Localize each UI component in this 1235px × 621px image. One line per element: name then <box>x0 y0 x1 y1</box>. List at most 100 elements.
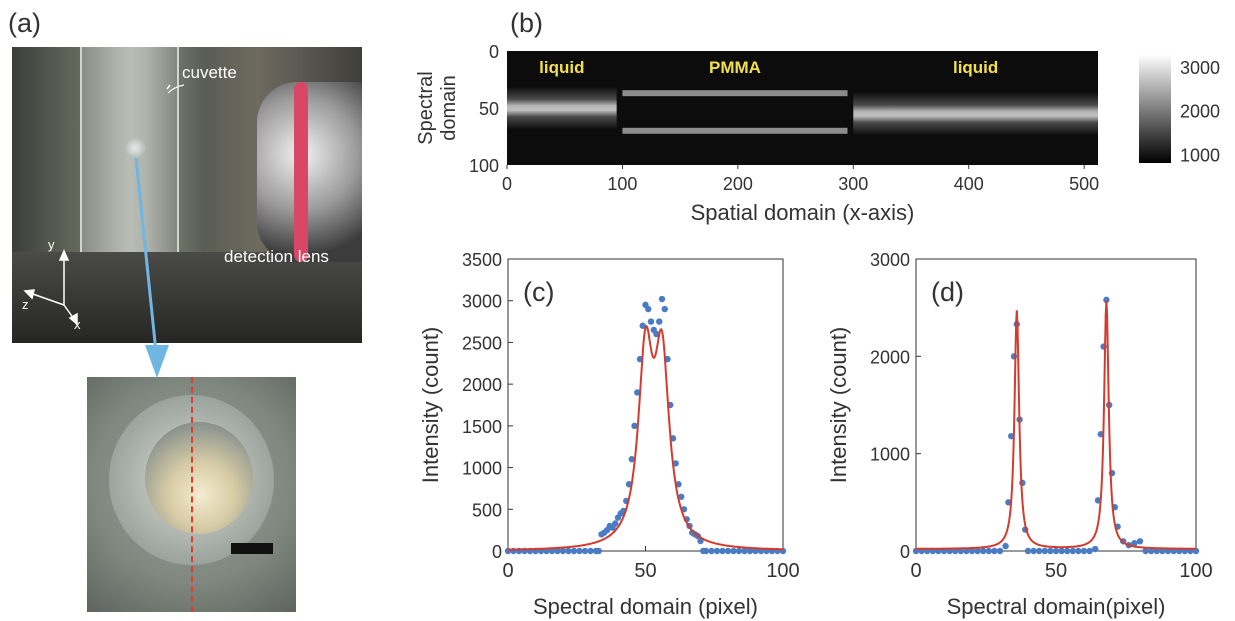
panel-label: (c) <box>523 277 554 307</box>
x-tick-label: 0 <box>502 560 513 582</box>
data-point <box>1131 540 1138 547</box>
data-point <box>1148 547 1155 555</box>
x-tick-label: 200 <box>723 174 753 194</box>
data-point <box>570 547 578 555</box>
y-tick-label: 0 <box>492 542 502 562</box>
heatmap-band <box>622 127 848 134</box>
data-point <box>1052 547 1060 555</box>
x-tick-label: 100 <box>1179 560 1212 582</box>
y-tick-label: 100 <box>469 156 499 176</box>
y-tick-label: 0 <box>489 42 499 62</box>
data-point <box>1002 542 1009 550</box>
sample-well <box>145 422 253 534</box>
data-point <box>996 547 1004 555</box>
region-label: liquid <box>539 58 584 77</box>
data-point <box>1142 547 1149 555</box>
x-tick-label: 400 <box>954 174 984 194</box>
data-point <box>1047 547 1054 555</box>
axis-z-label: z <box>22 297 29 312</box>
scale-bar <box>231 543 273 554</box>
detection-lens-annotation: detection lens <box>224 247 329 266</box>
y-tick-label: 2000 <box>462 375 502 395</box>
data-point <box>746 547 754 555</box>
data-point <box>1058 547 1065 555</box>
data-point <box>963 547 970 555</box>
data-point <box>1036 547 1043 555</box>
y-tick-label: 1000 <box>462 459 502 479</box>
y-tick-label: 500 <box>472 500 502 520</box>
x-tick-label: 300 <box>838 174 868 194</box>
y-axis-label-line2: domain <box>438 75 460 141</box>
data-point <box>565 547 572 555</box>
y-tick-label: 3500 <box>462 250 502 270</box>
data-point <box>985 547 992 555</box>
y-tick-label: 3000 <box>462 292 502 312</box>
colorbar-tick-label: 3000 <box>1180 58 1220 78</box>
fit-curve <box>916 300 1197 550</box>
data-point <box>719 547 726 555</box>
data-point <box>639 322 646 329</box>
x-axis-label: Spectral domain(pixel) <box>947 594 1166 619</box>
data-point <box>631 422 638 430</box>
data-point <box>741 547 748 555</box>
x-tick-label: 0 <box>910 560 921 582</box>
y-axis-label: Intensity (count) <box>418 327 443 484</box>
x-tick-label: 0 <box>502 174 512 194</box>
heatmap-band <box>853 91 1098 136</box>
data-point <box>1075 547 1082 555</box>
data-point <box>1103 296 1110 304</box>
y-tick-label: 2500 <box>462 333 502 353</box>
coordinate-axes: y z x <box>22 84 185 332</box>
data-point <box>724 547 732 555</box>
y-tick-label: 1000 <box>870 445 910 465</box>
red-ring <box>294 82 308 262</box>
data-point <box>628 456 635 463</box>
region-label: PMMA <box>709 58 761 77</box>
fit-curve <box>508 324 783 551</box>
data-point <box>554 547 561 555</box>
setup-photo: cuvette detection lens y z x <box>12 47 362 343</box>
y-tick-label: 0 <box>900 542 910 562</box>
data-point <box>1041 547 1049 555</box>
panel-b-label: (b) <box>510 8 543 38</box>
data-point <box>634 389 641 396</box>
heatmap-band <box>507 86 617 130</box>
holder-base <box>12 252 362 343</box>
panel-a-label: (a) <box>8 8 41 38</box>
data-point <box>587 547 594 555</box>
data-point <box>658 295 666 303</box>
y-tick-label: 50 <box>479 99 499 119</box>
sample-disk <box>124 137 146 159</box>
data-point <box>730 547 737 555</box>
data-point <box>708 547 715 555</box>
data-point <box>1024 547 1032 555</box>
axis-x-label: x <box>74 317 81 332</box>
data-point <box>645 305 652 313</box>
data-point <box>1080 547 1088 555</box>
data-point <box>672 460 679 467</box>
y-tick-label: 1500 <box>462 417 502 437</box>
cuvette-annotation: cuvette <box>182 63 237 82</box>
y-tick-label: 2000 <box>870 347 910 367</box>
x-tick-label: 100 <box>766 560 799 582</box>
colorbar <box>1139 54 1171 163</box>
data-point <box>713 547 721 555</box>
region-label: liquid <box>953 58 998 77</box>
data-point <box>1069 547 1077 555</box>
colorbar-tick-label: 2000 <box>1180 102 1220 122</box>
data-point <box>661 305 668 313</box>
panel-label: (d) <box>931 277 964 307</box>
objective-lens <box>257 82 362 262</box>
data-point <box>1136 538 1144 545</box>
data-point <box>581 547 589 555</box>
data-point <box>980 547 987 555</box>
data-point <box>647 318 655 325</box>
y-axis-label-line1: Spectral <box>415 71 437 144</box>
data-point <box>1086 547 1093 555</box>
y-tick-label: 3000 <box>870 250 910 270</box>
data-point <box>559 547 567 555</box>
data-point <box>1030 547 1037 555</box>
data-point <box>752 547 759 555</box>
